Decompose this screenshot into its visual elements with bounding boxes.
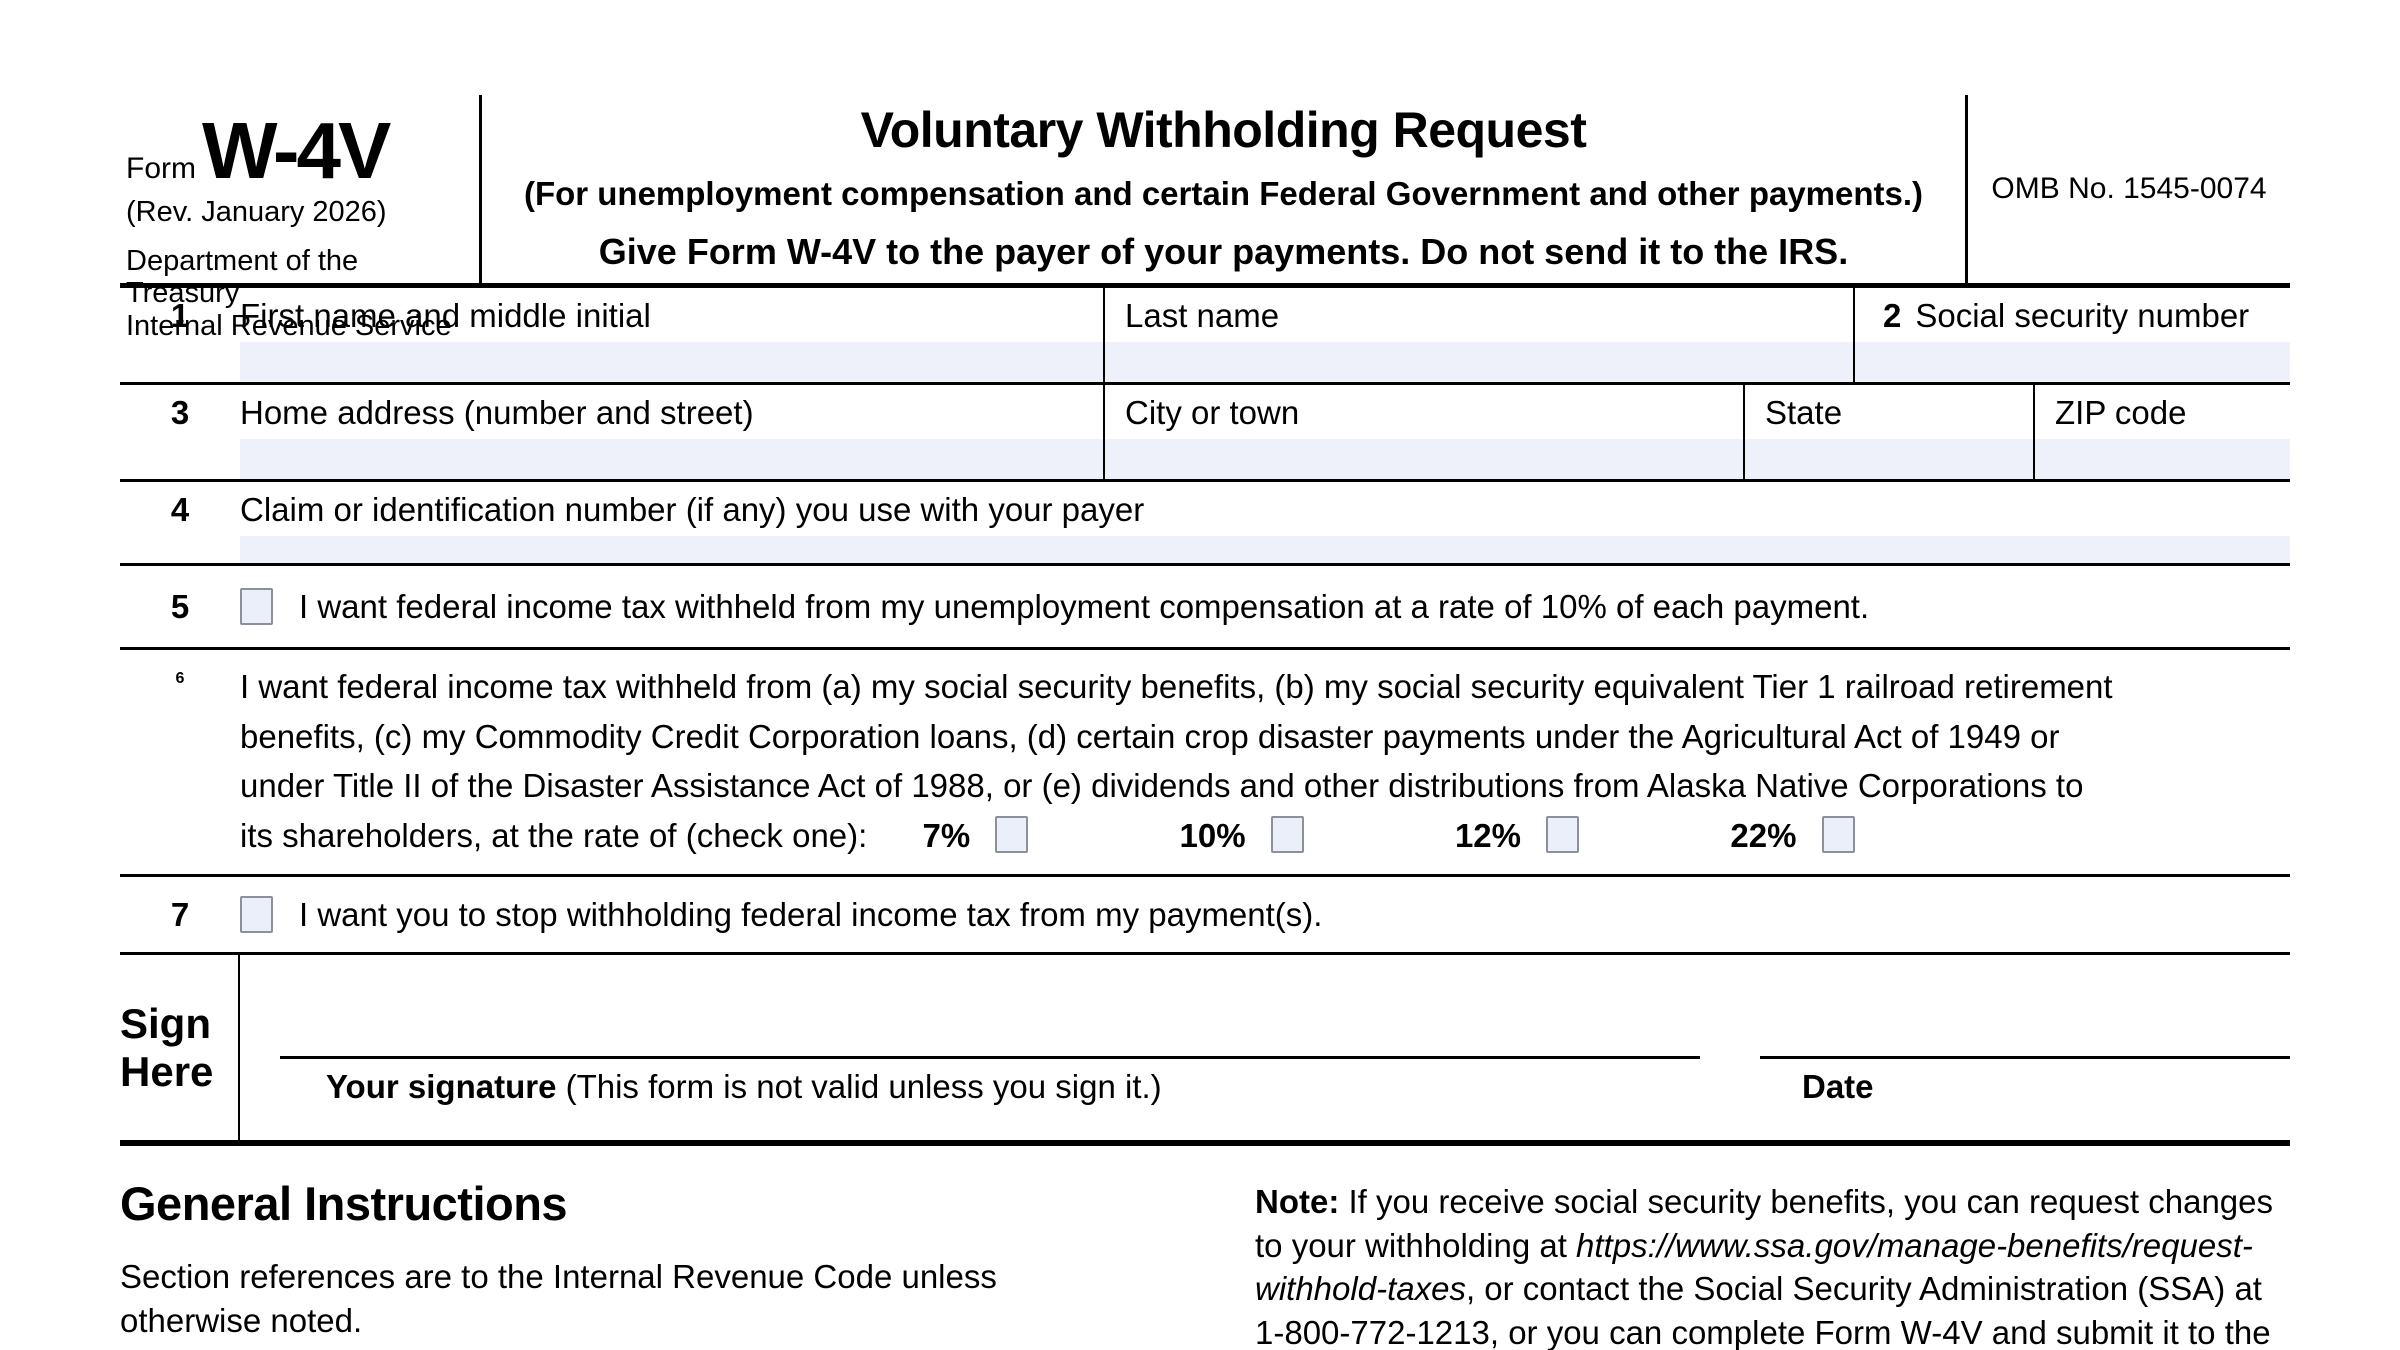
first-name-cell: 1 First name and middle initial: [120, 288, 1105, 382]
line5-text: I want federal income tax withheld from …: [299, 587, 1870, 625]
row-line5: 5 I want federal income tax withheld fro…: [120, 566, 2290, 650]
line6-paragraph: I want federal income tax withheld from …: [240, 662, 2290, 860]
ssn-label: Social security number: [1915, 297, 2250, 334]
line7-checkbox[interactable]: [240, 896, 273, 933]
instructions-heading: General Instructions: [120, 1177, 568, 1230]
row-address: 3 Home address (number and street) City …: [120, 385, 2290, 482]
ssn-input[interactable]: [1855, 342, 2290, 382]
line3-number: 3: [170, 394, 190, 431]
note-text-pre: If you receive social security benefits,…: [1255, 1183, 2273, 1264]
header-agency-block: Form W-4V (Rev. January 2026) Department…: [120, 95, 482, 342]
form-header: Form W-4V (Rev. January 2026) Department…: [120, 95, 2290, 342]
line6-rate-line: its shareholders, at the rate of (check …: [240, 811, 2290, 861]
row-line6: 6 I want federal income tax withheld fro…: [120, 650, 2290, 877]
last-name-input[interactable]: [1105, 342, 1853, 382]
line6-text-line: I want federal income tax withheld from …: [240, 668, 2113, 705]
sign-here-section: Sign Here Your signature (This form is n…: [120, 955, 2290, 1146]
header-title-block: Voluntary Withholding Request (For unemp…: [482, 95, 1968, 283]
rate-7-checkbox[interactable]: [995, 815, 1029, 853]
line7-text: I want you to stop withholding federal i…: [299, 895, 1323, 933]
ssn-label-row: 2 Social security number: [1855, 288, 2290, 342]
instructions-right-column: Note: If you receive social security ben…: [1255, 1176, 2290, 1350]
general-instructions-section: General Instructions Section references …: [120, 1176, 2290, 1350]
sign-here-word2: Here: [120, 1047, 214, 1095]
zip-cell: ZIP code: [2035, 385, 2290, 479]
claim-number-cell: 4 Claim or identification number (if any…: [120, 482, 2290, 563]
line6-text-line: its shareholders, at the rate of (check …: [240, 816, 868, 854]
row-name-ssn: 1 First name and middle initial Last nam…: [120, 288, 2290, 385]
home-address-input[interactable]: [240, 439, 1103, 479]
home-address-label: Home address (number and street): [240, 394, 754, 431]
last-name-cell: Last name: [1105, 288, 1855, 382]
form-number: W-4V: [202, 106, 391, 195]
home-address-label-row: 3 Home address (number and street): [120, 385, 1103, 439]
first-name-input[interactable]: [240, 342, 1103, 382]
line5-checkbox[interactable]: [240, 588, 273, 625]
state-cell: State: [1745, 385, 2035, 479]
state-input[interactable]: [1745, 439, 2033, 479]
line7-number: 7: [170, 895, 190, 933]
form-directive: Give Form W-4V to the payer of your paym…: [598, 231, 1849, 272]
rate-option-12: 12%: [1454, 811, 1580, 861]
line6-number: 6: [175, 670, 185, 687]
first-name-label: First name and middle initial: [240, 297, 651, 334]
claim-number-label-row: 4 Claim or identification number (if any…: [120, 482, 2290, 536]
rate-option-22: 22%: [1730, 811, 1855, 861]
rate-10-label: 10%: [1179, 816, 1246, 854]
zip-input[interactable]: [2035, 439, 2290, 479]
rate-10-checkbox[interactable]: [1270, 815, 1304, 853]
ssn-cell: 2 Social security number: [1855, 288, 2290, 382]
department-line: Department of the Treasury: [126, 245, 359, 310]
line2-number: 2: [1883, 297, 1902, 334]
note-url: https://www.ssa.gov/manage-benefits/requ…: [1255, 1226, 2253, 1308]
note-label: Note:: [1255, 1183, 1340, 1220]
rate-option-7: 7%: [923, 811, 1029, 861]
zip-label: ZIP code: [2055, 394, 2187, 431]
home-address-cell: 3 Home address (number and street): [120, 385, 1105, 479]
rate-12-checkbox[interactable]: [1546, 815, 1580, 853]
row-line7: 7 I want you to stop withholding federal…: [120, 877, 2290, 955]
city-input[interactable]: [1105, 439, 1743, 479]
agency-line: Internal Revenue Service: [126, 309, 452, 342]
form-id: Form W-4V: [126, 106, 469, 195]
note-text-post: , or contact the Social Security Adminis…: [1255, 1270, 2271, 1350]
city-cell: City or town: [1105, 385, 1745, 479]
row-claim-number: 4 Claim or identification number (if any…: [120, 482, 2290, 566]
signature-note: (This form is not valid unless you sign …: [565, 1068, 1162, 1105]
signature-row: Your signature (This form is not valid u…: [240, 955, 2290, 1140]
rate-12-label: 12%: [1454, 816, 1522, 854]
date-input[interactable]: Date: [1760, 1056, 2290, 1140]
department-agency: Department of the Treasury Internal Reve…: [126, 245, 469, 342]
line6-text-line: under Title II of the Disaster Assistanc…: [240, 767, 2084, 804]
rate-22-label: 22%: [1730, 816, 1797, 854]
rate-22-checkbox[interactable]: [1821, 815, 1855, 853]
form-revision: (Rev. January 2026): [126, 196, 387, 228]
line1-number: 1: [170, 297, 190, 334]
signature-input[interactable]: Your signature (This form is not valid u…: [280, 1056, 1700, 1140]
first-name-label-row: 1 First name and middle initial: [120, 288, 1103, 342]
rate-7-label: 7%: [922, 816, 971, 854]
form-subtitle: (For unemployment compensation and certa…: [523, 175, 1924, 212]
instructions-left-column: General Instructions Section references …: [120, 1176, 1130, 1350]
section-references-paragraph: Section references are to the Internal R…: [120, 1258, 997, 1339]
form-word: Form: [126, 152, 196, 185]
line5-number: 5: [170, 587, 190, 625]
city-label: City or town: [1125, 394, 1300, 431]
claim-number-input[interactable]: [240, 536, 2290, 563]
sign-here-label: Sign Here: [120, 955, 240, 1140]
form-title: Voluntary Withholding Request: [860, 102, 1587, 158]
line4-number: 4: [170, 491, 190, 528]
rate-option-10: 10%: [1180, 811, 1304, 861]
your-signature-label: Your signature: [326, 1068, 557, 1105]
line6-text-line: benefits, (c) my Commodity Credit Corpor…: [240, 717, 2060, 755]
last-name-label: Last name: [1125, 297, 1280, 334]
omb-number: OMB No. 1545-0074: [1991, 172, 2267, 205]
claim-number-label: Claim or identification number (if any) …: [240, 491, 1145, 528]
sign-here-word1: Sign: [120, 1000, 211, 1048]
date-label: Date: [1802, 1068, 1874, 1105]
state-label: State: [1765, 394, 1843, 431]
